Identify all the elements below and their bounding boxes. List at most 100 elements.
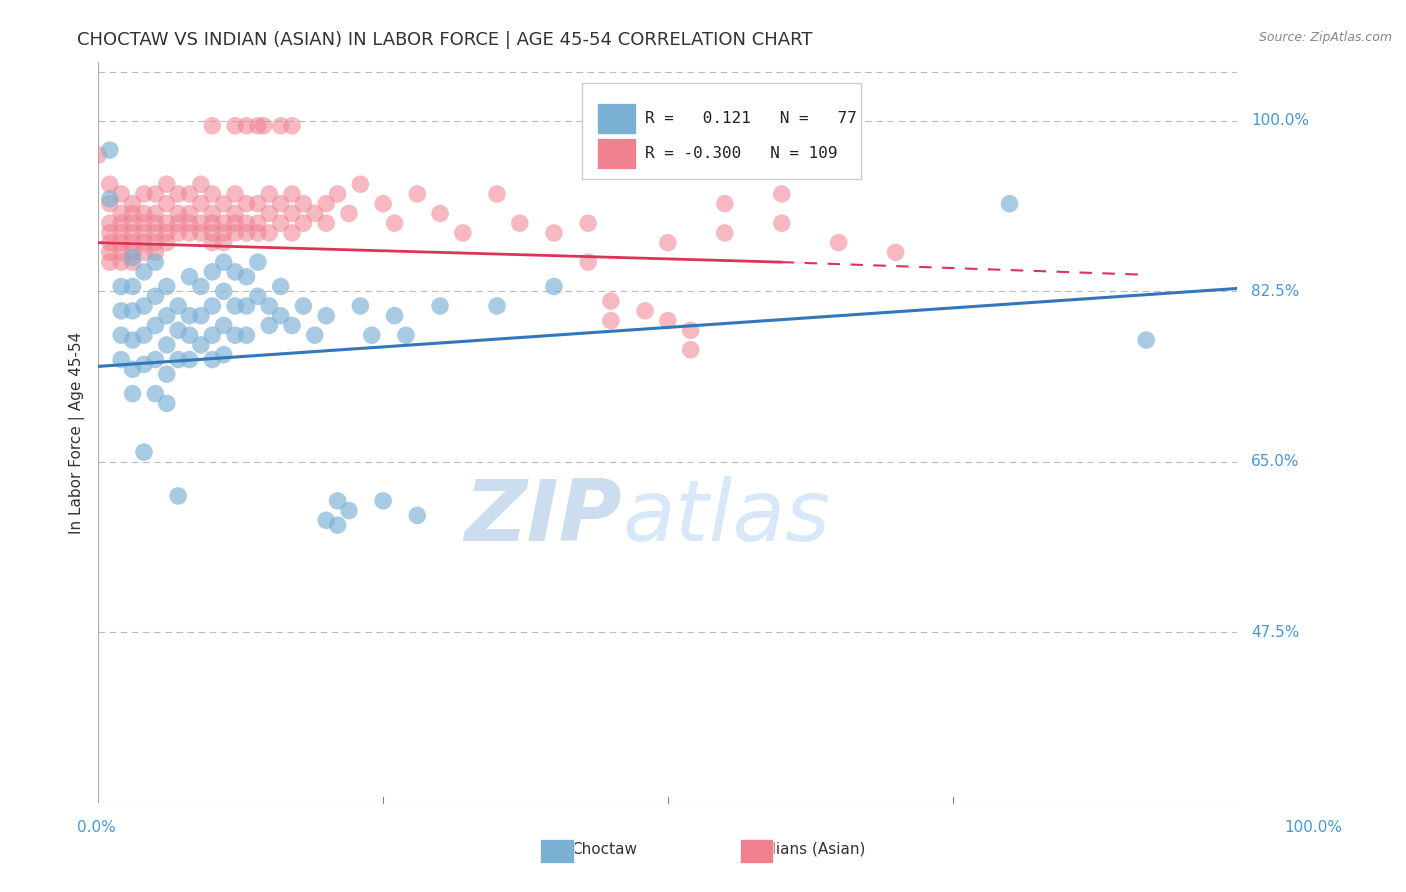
Point [132, 245, 155, 260]
Text: R =   0.121   N =   77: R = 0.121 N = 77 [645, 112, 856, 126]
Point [110, 186, 132, 201]
Point [201, 226, 224, 240]
Point [201, 328, 224, 343]
Point [576, 216, 599, 230]
Point [110, 279, 132, 293]
Point [235, 226, 257, 240]
Point [121, 255, 143, 269]
Point [121, 333, 143, 347]
Point [349, 299, 371, 313]
Point [121, 216, 143, 230]
Point [337, 206, 360, 220]
Point [246, 289, 269, 303]
Text: Source: ZipAtlas.com: Source: ZipAtlas.com [1258, 31, 1392, 45]
Point [110, 303, 132, 318]
Point [121, 245, 143, 260]
Point [179, 352, 201, 367]
Point [132, 186, 155, 201]
Point [145, 226, 167, 240]
Point [145, 235, 167, 250]
Point [87, 148, 110, 162]
Point [212, 216, 235, 230]
Point [259, 299, 281, 313]
Point [132, 206, 155, 220]
Point [167, 299, 190, 313]
Point [315, 216, 337, 230]
Point [121, 196, 143, 211]
Point [246, 119, 269, 133]
FancyBboxPatch shape [598, 138, 636, 169]
Text: CHOCTAW VS INDIAN (ASIAN) IN LABOR FORCE | AGE 45-54 CORRELATION CHART: CHOCTAW VS INDIAN (ASIAN) IN LABOR FORCE… [77, 31, 813, 49]
Point [212, 255, 235, 269]
Point [98, 235, 121, 250]
Point [110, 235, 132, 250]
Point [156, 196, 179, 211]
Point [145, 352, 167, 367]
Point [429, 299, 451, 313]
Point [110, 328, 132, 343]
Point [371, 196, 394, 211]
Point [121, 235, 143, 250]
Point [657, 235, 679, 250]
Point [246, 226, 269, 240]
Text: Choctaw: Choctaw [572, 842, 637, 856]
FancyBboxPatch shape [598, 103, 636, 135]
Point [132, 226, 155, 240]
Point [201, 119, 224, 133]
Point [201, 186, 224, 201]
Point [543, 226, 565, 240]
Point [145, 186, 167, 201]
Point [132, 445, 155, 459]
Point [224, 216, 246, 230]
Point [509, 216, 531, 230]
Point [167, 216, 190, 230]
Point [132, 328, 155, 343]
Point [259, 226, 281, 240]
Point [679, 323, 702, 337]
Point [121, 206, 143, 220]
Point [179, 186, 201, 201]
Point [212, 235, 235, 250]
Point [235, 269, 257, 284]
Point [259, 318, 281, 333]
Point [281, 186, 304, 201]
Text: 47.5%: 47.5% [1251, 624, 1299, 640]
Point [292, 196, 315, 211]
Point [98, 255, 121, 269]
Point [132, 216, 155, 230]
Point [98, 245, 121, 260]
Point [132, 265, 155, 279]
Point [156, 279, 179, 293]
Point [121, 386, 143, 401]
Point [246, 255, 269, 269]
Point [406, 186, 429, 201]
Point [156, 396, 179, 410]
Point [190, 178, 212, 192]
Point [337, 503, 360, 517]
Point [281, 119, 304, 133]
Point [212, 285, 235, 299]
Point [98, 178, 121, 192]
Point [110, 206, 132, 220]
Point [156, 367, 179, 381]
Point [634, 303, 657, 318]
Point [179, 206, 201, 220]
Point [371, 493, 394, 508]
Point [235, 328, 257, 343]
Point [714, 226, 737, 240]
Text: Indians (Asian): Indians (Asian) [752, 842, 865, 856]
Point [201, 206, 224, 220]
Point [212, 348, 235, 362]
Point [259, 206, 281, 220]
Point [224, 206, 246, 220]
Point [281, 226, 304, 240]
Point [167, 323, 190, 337]
Point [98, 216, 121, 230]
Point [600, 294, 623, 309]
Point [451, 226, 474, 240]
Point [201, 265, 224, 279]
Point [156, 235, 179, 250]
Point [167, 206, 190, 220]
Point [349, 178, 371, 192]
Point [201, 235, 224, 250]
